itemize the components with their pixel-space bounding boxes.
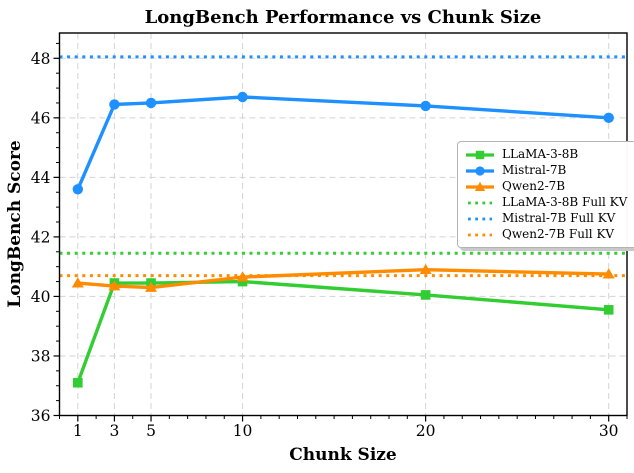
series-marker-mistral-7b <box>72 184 84 195</box>
series-marker-qwen2-7b <box>71 277 84 288</box>
y-tick-label: 44 <box>31 169 51 187</box>
legend-label: Qwen2-7B Full KV <box>502 227 615 241</box>
legend-item-qwen2-7b-full-kv: Qwen2-7B Full KV <box>465 228 627 241</box>
legend-swatch-mistral-7b <box>466 165 494 176</box>
series-marker-qwen2-7b <box>602 268 615 279</box>
y-tick-label: 40 <box>31 288 51 306</box>
series-marker-llama-3-8b <box>420 290 431 300</box>
series-marker-qwen2-7b <box>236 271 249 282</box>
series-marker-qwen2-7b <box>108 280 121 291</box>
legend-label: LLaMA-3-8B Full KV <box>502 195 628 209</box>
series-marker-llama-3-8b <box>73 377 83 388</box>
legend-item-mistral-7b-full-kv: Mistral-7B Full KV <box>465 212 627 225</box>
series-line-qwen2-7b <box>76 267 611 290</box>
x-axis-label: Chunk Size <box>289 445 397 465</box>
x-tick-label: 30 <box>599 422 619 440</box>
series-marker-mistral-7b <box>603 112 614 124</box>
circle-marker-icon <box>475 165 485 176</box>
legend-label: LLaMA-3-8B <box>502 147 579 161</box>
legend-swatch-llama-3-8b <box>466 150 494 159</box>
legend: LLaMA-3-8B Mistral-7B Qwen2-7B LLaMA-3-8B F… <box>457 141 634 248</box>
series-marker-qwen2-7b <box>145 281 158 292</box>
x-tick-label: 5 <box>146 422 156 440</box>
x-tick-label: 20 <box>416 422 436 440</box>
series-marker-llama-3-8b <box>603 305 614 315</box>
series-marker-qwen2-7b <box>419 263 432 275</box>
series-marker-mistral-7b <box>109 99 120 110</box>
series-line-mistral-7b <box>76 95 611 191</box>
triangle-marker-icon <box>474 181 486 191</box>
series-marker-llama-3-8b <box>237 276 248 287</box>
y-tick-label: 46 <box>31 109 51 127</box>
y-tick-label: 36 <box>31 407 51 425</box>
legend-item-mistral-7b: Mistral-7B <box>465 164 627 177</box>
x-tick-label: 10 <box>233 422 253 440</box>
x-tick-label: 1 <box>73 422 83 440</box>
y-tick-label: 38 <box>31 347 51 365</box>
legend-label: Mistral-7B Full KV <box>502 211 616 225</box>
legend-swatch-mistral-7b-full-kv <box>468 217 492 220</box>
legend-label: Qwen2-7B <box>502 179 566 193</box>
series-marker-mistral-7b <box>420 100 431 112</box>
y-tick-label: 42 <box>31 228 51 246</box>
legend-item-llama-3-8b-full-kv: LLaMA-3-8B Full KV <box>465 196 627 209</box>
series-marker-mistral-7b <box>237 91 248 103</box>
chart-title: LongBench Performance vs Chunk Size <box>145 7 542 28</box>
x-tick-label: 3 <box>109 422 119 440</box>
legend-item-llama-3-8b: LLaMA-3-8B <box>465 148 627 161</box>
legend-swatch-llama-3-8b-full-kv <box>468 201 492 204</box>
y-tick-label: 48 <box>31 50 51 68</box>
series-marker-mistral-7b <box>145 97 157 109</box>
legend-label: Mistral-7B <box>502 163 567 177</box>
square-marker-icon <box>475 150 485 159</box>
legend-swatch-qwen2-7b <box>466 181 494 191</box>
legend-item-qwen2-7b: Qwen2-7B <box>465 180 627 193</box>
y-axis-label: LongBench Score <box>5 140 25 308</box>
legend-swatch-qwen2-7b-full-kv <box>468 233 492 236</box>
